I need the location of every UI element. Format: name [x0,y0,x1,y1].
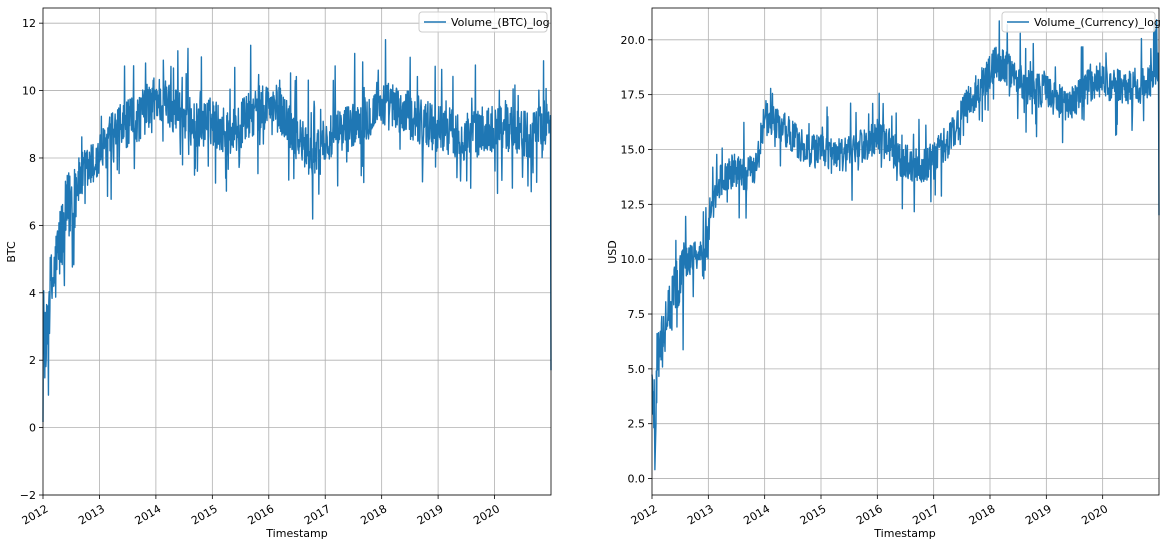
y-tick-label: 5.0 [628,363,646,376]
legend-box-usd [1001,11,1156,33]
y-tick-label: 12.5 [621,198,646,211]
y-ticks-usd: 0.0 2.5 5.0 7.5 10.0 12.5 15.0 17.5 20.0 [621,34,652,486]
legend-label-usd: Volume_(Currency)_log [1034,16,1161,29]
y-tick-label: 10 [22,85,36,98]
y-axis-label-btc: BTC [5,241,18,263]
y-tick-label: 10.0 [621,253,646,266]
legend-btc: Volume_(BTC)_log [418,11,550,33]
y-ticks-btc: −2 0 2 4 6 8 10 12 [20,17,43,502]
legend-usd: Volume_(Currency)_log [1001,11,1161,33]
series-line-btc [42,39,552,422]
series-area-usd [651,19,1160,471]
y-tick-label: 4 [29,287,36,300]
x-axis-label-btc: Timestamp [265,527,327,540]
y-tick-label: 0.0 [628,473,646,486]
y-tick-label: 6 [29,219,36,232]
y-tick-label: 0 [29,422,36,435]
series-area-btc [42,39,552,422]
y-tick-label: −2 [20,489,36,502]
y-tick-label: 2.5 [628,418,646,431]
subplot-btc: 2012 2013 2014 2015 2016 2017 2018 2019 2020 −20… [5,7,552,540]
legend-label-btc: Volume_(BTC)_log [451,16,550,29]
y-tick-label: 8 [29,152,36,165]
y-tick-label: 15.0 [621,143,646,156]
y-tick-label: 7.5 [628,308,646,321]
y-tick-label: 20.0 [621,34,646,47]
y-tick-label: 2 [29,354,36,367]
series-line-usd [651,19,1160,471]
y-tick-label: 12 [22,17,36,30]
legend-box-btc [418,11,548,33]
axes-frame-usd [651,7,1160,496]
axes-frame-btc [42,7,552,496]
y-axis-label-usd: USD [606,240,619,264]
x-axis-label-usd: Timestamp [873,527,935,540]
y-tick-label: 17.5 [621,89,646,102]
